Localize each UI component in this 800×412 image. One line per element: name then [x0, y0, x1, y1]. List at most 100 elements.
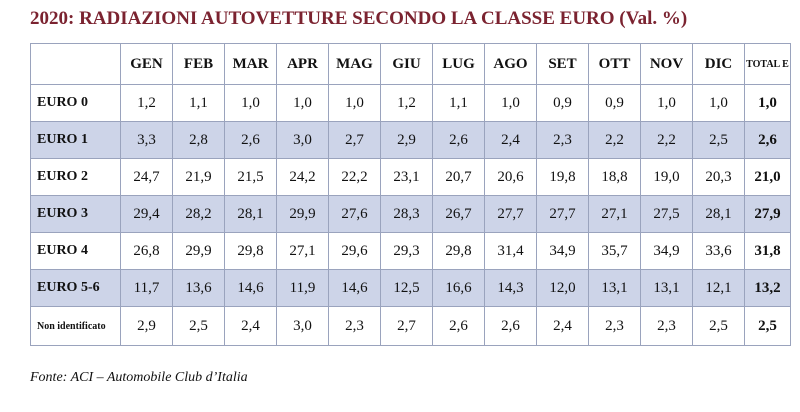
value-cell: 19,0 [640, 158, 693, 196]
value-cell: 1,0 [484, 84, 537, 122]
value-cell: 33,6 [692, 232, 745, 270]
table-row: Non identificato 2,9 2,5 2,4 3,0 2,3 2,7 2,6 2,6… [30, 306, 791, 346]
value-cell: 2,6 [432, 121, 485, 159]
value-cell: 20,6 [484, 158, 537, 196]
value-cell: 2,4 [484, 121, 537, 159]
value-cell: 11,9 [276, 269, 329, 307]
total-cell: 27,9 [744, 195, 791, 233]
value-cell: 26,8 [120, 232, 173, 270]
value-cell: 23,1 [380, 158, 433, 196]
total-cell: 31,8 [744, 232, 791, 270]
value-cell: 2,6 [484, 306, 537, 346]
column-header: SET [536, 43, 589, 85]
value-cell: 27,5 [640, 195, 693, 233]
value-cell: 20,7 [432, 158, 485, 196]
row-label: EURO 3 [30, 195, 121, 233]
value-cell: 2,3 [640, 306, 693, 346]
value-cell: 1,0 [224, 84, 277, 122]
value-cell: 2,2 [588, 121, 641, 159]
value-cell: 27,7 [536, 195, 589, 233]
row-label: Non identificato [30, 306, 121, 346]
corner-cell [30, 43, 121, 85]
value-cell: 2,5 [692, 306, 745, 346]
table-header: GEN FEB MAR APR MAG GIU LUG AGO SET OTT NOV DIC TOTA… [30, 43, 791, 85]
value-cell: 29,9 [172, 232, 225, 270]
column-header: OTT [588, 43, 641, 85]
value-cell: 12,0 [536, 269, 589, 307]
value-cell: 24,2 [276, 158, 329, 196]
total-cell: 21,0 [744, 158, 791, 196]
value-cell: 1,0 [640, 84, 693, 122]
column-header: GIU [380, 43, 433, 85]
value-cell: 18,8 [588, 158, 641, 196]
value-cell: 13,6 [172, 269, 225, 307]
row-label: EURO 4 [30, 232, 121, 270]
value-cell: 14,3 [484, 269, 537, 307]
row-label: EURO 2 [30, 158, 121, 196]
column-header: APR [276, 43, 329, 85]
value-cell: 21,9 [172, 158, 225, 196]
value-cell: 3,0 [276, 306, 329, 346]
value-cell: 28,1 [692, 195, 745, 233]
value-cell: 29,3 [380, 232, 433, 270]
value-cell: 1,2 [380, 84, 433, 122]
value-cell: 20,3 [692, 158, 745, 196]
value-cell: 12,1 [692, 269, 745, 307]
column-header: NOV [640, 43, 693, 85]
value-cell: 1,0 [276, 84, 329, 122]
value-cell: 27,1 [588, 195, 641, 233]
value-cell: 2,6 [432, 306, 485, 346]
column-header: TOTAL E [744, 43, 791, 85]
value-cell: 1,1 [432, 84, 485, 122]
column-header: MAG [328, 43, 381, 85]
value-cell: 29,9 [276, 195, 329, 233]
value-cell: 34,9 [640, 232, 693, 270]
value-cell: 29,6 [328, 232, 381, 270]
value-cell: 13,1 [588, 269, 641, 307]
table-row: EURO 2 24,7 21,9 21,5 24,2 22,2 23,1 20,7 20,6 19… [30, 158, 791, 196]
value-cell: 16,6 [432, 269, 485, 307]
value-cell: 3,0 [276, 121, 329, 159]
value-cell: 27,7 [484, 195, 537, 233]
value-cell: 24,7 [120, 158, 173, 196]
column-header: DIC [692, 43, 745, 85]
total-cell: 2,5 [744, 306, 791, 346]
value-cell: 27,6 [328, 195, 381, 233]
value-cell: 21,5 [224, 158, 277, 196]
row-label: EURO 0 [30, 84, 121, 122]
value-cell: 0,9 [588, 84, 641, 122]
value-cell: 1,2 [120, 84, 173, 122]
value-cell: 2,2 [640, 121, 693, 159]
value-cell: 2,8 [172, 121, 225, 159]
value-cell: 0,9 [536, 84, 589, 122]
column-header: AGO [484, 43, 537, 85]
table-row: EURO 3 29,4 28,2 28,1 29,9 27,6 28,3 26,7 27,7 27… [30, 195, 791, 233]
value-cell: 1,0 [692, 84, 745, 122]
value-cell: 1,1 [172, 84, 225, 122]
header-row: GEN FEB MAR APR MAG GIU LUG AGO SET OTT NOV DIC TOTA… [30, 43, 791, 85]
row-label: EURO 5-6 [30, 269, 121, 307]
value-cell: 34,9 [536, 232, 589, 270]
value-cell: 14,6 [328, 269, 381, 307]
value-cell: 28,2 [172, 195, 225, 233]
row-label: EURO 1 [30, 121, 121, 159]
column-header: LUG [432, 43, 485, 85]
value-cell: 19,8 [536, 158, 589, 196]
value-cell: 2,5 [172, 306, 225, 346]
table-row: EURO 4 26,8 29,9 29,8 27,1 29,6 29,3 29,8 31,4 34… [30, 232, 791, 270]
value-cell: 26,7 [432, 195, 485, 233]
column-header: FEB [172, 43, 225, 85]
value-cell: 29,8 [224, 232, 277, 270]
value-cell: 14,6 [224, 269, 277, 307]
table-row: EURO 5-6 11,7 13,6 14,6 11,9 14,6 12,5 16,6 14,3… [30, 269, 791, 307]
value-cell: 2,9 [380, 121, 433, 159]
value-cell: 2,7 [380, 306, 433, 346]
table-row: EURO 0 1,2 1,1 1,0 1,0 1,0 1,2 1,1 1,0 0,9 0,9 1,0 1… [30, 84, 791, 122]
value-cell: 31,4 [484, 232, 537, 270]
value-cell: 27,1 [276, 232, 329, 270]
table-row: EURO 1 3,3 2,8 2,6 3,0 2,7 2,9 2,6 2,4 2,3 2,2 2,2 2… [30, 121, 791, 159]
value-cell: 2,3 [328, 306, 381, 346]
value-cell: 2,3 [536, 121, 589, 159]
total-cell: 1,0 [744, 84, 791, 122]
value-cell: 35,7 [588, 232, 641, 270]
